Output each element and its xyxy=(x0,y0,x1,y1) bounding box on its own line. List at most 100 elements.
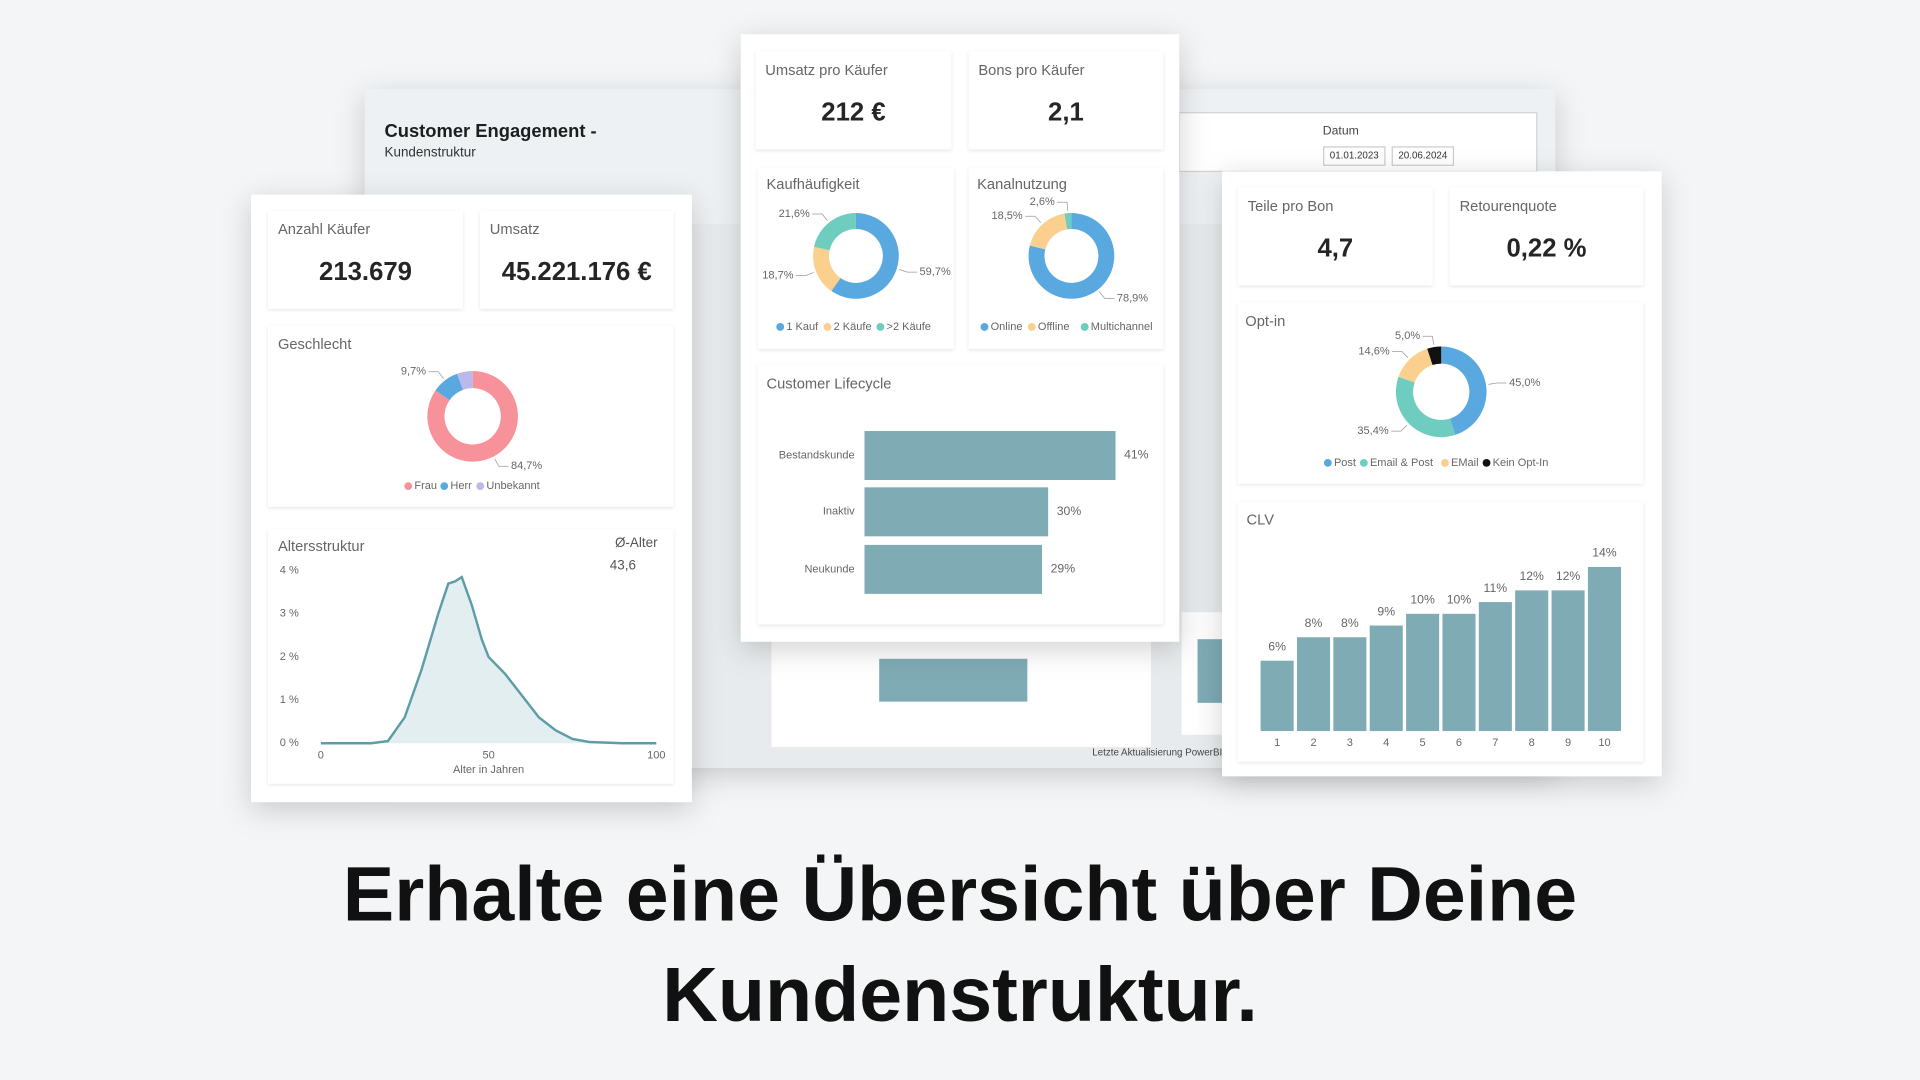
donut-segment xyxy=(1064,213,1072,230)
legend-dot xyxy=(980,323,989,331)
legend-label: Offline xyxy=(1038,321,1070,333)
y-tick-label: 1 % xyxy=(280,694,299,706)
bar xyxy=(1369,625,1403,732)
legend-dot xyxy=(776,323,785,331)
x-tick-label: 5 xyxy=(1420,737,1426,749)
value-label: 18,5% xyxy=(991,210,1022,222)
value-label: 2,6% xyxy=(1030,196,1055,208)
value-label: 78,9% xyxy=(1117,292,1148,304)
value-label: 9,7% xyxy=(401,366,426,378)
value-label: 18,7% xyxy=(762,270,793,282)
legend-dot xyxy=(1359,458,1368,467)
x-tick-label: 0 xyxy=(318,749,324,761)
value-label: 84,7% xyxy=(511,460,542,472)
chart-title: Altersstruktur xyxy=(278,539,365,555)
donut-segment xyxy=(1028,213,1115,299)
chart-title: Customer Lifecycle xyxy=(767,376,892,392)
x-tick-label: 4 xyxy=(1383,737,1389,749)
value-label: 12% xyxy=(1556,569,1581,583)
value-label: 12% xyxy=(1519,569,1544,583)
bar xyxy=(1478,602,1512,732)
x-tick-label: 100 xyxy=(647,749,665,761)
tile xyxy=(968,167,1164,349)
leader-line xyxy=(428,371,444,379)
donut-segment xyxy=(814,213,856,251)
leader-line xyxy=(795,272,814,276)
tile xyxy=(755,51,952,150)
legend-label: Herr xyxy=(450,480,472,492)
value-label: 8% xyxy=(1305,616,1323,630)
kpi-value: 0,22 % xyxy=(1507,235,1587,263)
annotation: 43,6 xyxy=(610,557,636,572)
leader-line xyxy=(1391,424,1408,432)
bg-bar xyxy=(1197,639,1223,703)
leader-line xyxy=(1099,291,1115,299)
legend-label: >2 Käufe xyxy=(887,321,931,333)
bar xyxy=(1551,590,1585,732)
date-box xyxy=(1323,146,1386,166)
value-label: 59,7% xyxy=(920,266,951,278)
legend-label: Online xyxy=(991,321,1023,333)
y-tick-label: 2 % xyxy=(280,651,299,663)
bar xyxy=(1442,613,1476,732)
bar xyxy=(864,544,1043,594)
legend-label: 2 Käufe xyxy=(834,321,872,333)
donut-segment xyxy=(427,371,518,462)
kpi-value: 212 € xyxy=(821,99,885,127)
value-label: 10% xyxy=(1447,593,1472,607)
age-area xyxy=(320,577,657,744)
date-value: 20.06.2024 xyxy=(1398,151,1448,162)
dashboard-subtitle: Kundenstruktur xyxy=(384,145,476,160)
legend-dot xyxy=(1080,323,1089,331)
bar xyxy=(1333,637,1367,732)
donut-segment xyxy=(1395,376,1456,438)
donut-segment xyxy=(457,371,473,390)
bg-bar xyxy=(879,658,1028,702)
kpi-label: Teile pro Bon xyxy=(1248,199,1334,215)
donut-segment xyxy=(831,213,899,299)
dashboard-footer: Letzte Aktualisierung PowerBI xyxy=(1092,748,1222,759)
value-label: 14,6% xyxy=(1358,345,1389,357)
dashboard-title: Customer Engagement - xyxy=(384,120,596,141)
value-label: 29% xyxy=(1051,562,1076,576)
legend-dot xyxy=(1027,323,1036,331)
tile xyxy=(268,325,674,507)
value-label: 41% xyxy=(1124,448,1149,462)
donut-segment xyxy=(435,373,463,401)
bar xyxy=(864,487,1049,537)
legend-dot xyxy=(476,482,485,491)
chart-title: CLV xyxy=(1247,512,1275,528)
leader-line xyxy=(1392,351,1409,358)
value-label: 35,4% xyxy=(1357,425,1388,437)
kpi-value: 4,7 xyxy=(1317,235,1353,263)
value-label: 14% xyxy=(1592,546,1617,560)
tile xyxy=(1237,302,1644,484)
x-tick-label: 10 xyxy=(1598,737,1610,749)
x-tick-label: 1 xyxy=(1274,737,1280,749)
donut-segment xyxy=(1029,213,1068,250)
date-label: Datum xyxy=(1323,123,1359,137)
x-tick-label: 7 xyxy=(1492,737,1498,749)
tile xyxy=(480,210,674,309)
leader-line xyxy=(899,269,918,273)
legend-label: Kein Opt-In xyxy=(1493,457,1549,469)
legend-dot xyxy=(1482,458,1491,467)
headline: Kundenstruktur. xyxy=(662,952,1258,1038)
bar xyxy=(1296,637,1331,732)
date-value: 01.01.2023 xyxy=(1330,151,1380,162)
kpi-label: Umsatz xyxy=(490,222,540,238)
value-label: 45,0% xyxy=(1509,377,1540,389)
kpi-label: Anzahl Käufer xyxy=(278,222,370,238)
kpi-value: 2,1 xyxy=(1048,99,1084,127)
category-label: Inaktiv xyxy=(823,506,855,518)
legend-dot xyxy=(823,323,832,331)
donut-segment xyxy=(813,246,841,292)
x-tick-label: 3 xyxy=(1347,737,1353,749)
legend-label: Multichannel xyxy=(1091,321,1153,333)
value-label: 5,0% xyxy=(1395,330,1420,342)
kpi-value: 45.221.176 € xyxy=(502,258,652,286)
value-label: 10% xyxy=(1410,593,1435,607)
x-tick-label: 6 xyxy=(1456,737,1462,749)
